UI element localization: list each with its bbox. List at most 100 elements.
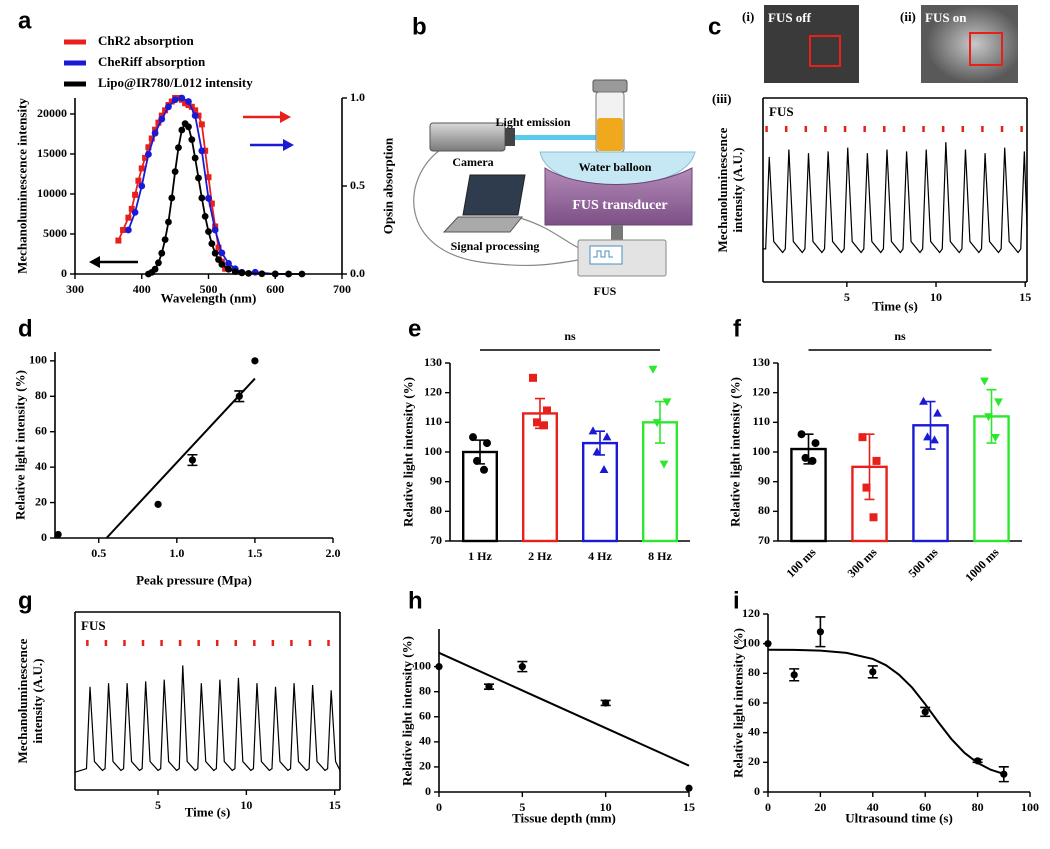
y-axis-title: Relative light intensity (%) — [730, 628, 746, 778]
camera-lens — [505, 128, 515, 146]
y-tick-label: 100 — [29, 353, 47, 367]
marker — [155, 259, 162, 267]
y-tick-label: 20 — [748, 754, 760, 768]
x-tick-label: 1.5 — [247, 546, 262, 560]
marker — [171, 168, 179, 176]
marker — [235, 392, 243, 400]
y-tick-label: 80 — [758, 503, 770, 517]
marker — [285, 270, 292, 278]
image-caption: FUS off — [768, 10, 812, 25]
marker — [185, 123, 192, 131]
marker — [540, 421, 548, 430]
y-tick-label: 15000 — [37, 146, 67, 160]
marker — [869, 668, 877, 676]
marker — [198, 121, 205, 128]
x-tick-label: 300 ms — [844, 545, 879, 580]
marker — [991, 433, 1000, 442]
marker — [142, 154, 149, 161]
laptop-screen — [462, 174, 526, 216]
x-axis-title: Peak pressure (Mpa) — [136, 572, 252, 588]
x-tick-label: 5 — [519, 800, 525, 814]
x-tick-label: 10 — [600, 800, 612, 814]
significance-label: ns — [564, 329, 576, 343]
x-tick-label: 20 — [814, 800, 826, 814]
error-bar — [925, 400, 936, 450]
marker — [816, 628, 825, 636]
image-off — [764, 5, 859, 83]
y-tick-label: 120 — [424, 384, 442, 398]
marker — [271, 270, 279, 278]
marker — [195, 174, 202, 182]
marker — [182, 100, 189, 107]
fit-line — [105, 377, 256, 539]
arrow-head — [89, 256, 100, 268]
marker — [158, 249, 166, 257]
arrow-head — [283, 139, 294, 151]
legend-label: CheRiff absorption — [98, 54, 206, 69]
y-axis-title: Relative light intensity (%) — [727, 377, 743, 527]
y-tick-label: 0 — [754, 784, 760, 798]
marker — [208, 200, 215, 207]
vial-cap — [592, 79, 628, 93]
x-tick-label: 1 Hz — [468, 549, 492, 563]
x-tick-label: 700 — [333, 282, 351, 296]
marker — [602, 432, 612, 441]
x-tick-label: 1.0 — [169, 546, 184, 560]
marker — [208, 240, 216, 248]
panel-letter: (iii) — [712, 91, 732, 106]
fit-line — [767, 648, 1005, 775]
y-tick-label: 100 — [742, 635, 760, 649]
marker — [188, 136, 196, 144]
x-axis-title: Time (s) — [872, 298, 918, 314]
y-tick-label: 40 — [419, 734, 431, 748]
marker — [994, 398, 1003, 407]
panel-letter: h — [408, 587, 423, 614]
marker — [251, 268, 259, 276]
marker — [1000, 770, 1008, 778]
marker — [211, 226, 219, 234]
fit-line — [438, 651, 690, 767]
marker — [145, 144, 152, 151]
x-tick-label: 0 — [765, 800, 771, 814]
marker — [659, 460, 669, 469]
marker — [175, 144, 182, 152]
bar — [462, 450, 499, 543]
y-tick-label: 80 — [748, 665, 760, 679]
x-tick-label: 0.5 — [91, 546, 106, 560]
diagram-label: FUS — [594, 284, 617, 298]
roi-box — [809, 35, 841, 67]
marker — [158, 112, 165, 119]
y-axis-title: Relative light intensity (%) — [399, 635, 415, 786]
marker — [151, 265, 159, 273]
marker — [811, 439, 820, 448]
y-tick-label: 90 — [430, 473, 442, 487]
marker — [131, 209, 139, 216]
marker — [930, 435, 939, 444]
vial-liquid — [597, 118, 623, 151]
marker — [191, 154, 199, 162]
panel-letter: b — [412, 13, 427, 40]
y-tick-label: 130 — [752, 355, 770, 369]
marker — [980, 377, 989, 386]
y2-tick-label: 1.0 — [350, 90, 365, 104]
marker — [218, 249, 226, 257]
fus-wave — [593, 250, 613, 258]
y-tick-label: 100 — [424, 444, 442, 458]
x-tick-label: 60 — [919, 800, 931, 814]
marker — [151, 129, 159, 137]
marker — [198, 194, 206, 202]
marker — [168, 98, 175, 105]
x-tick-label: 4 Hz — [588, 549, 612, 563]
marker — [984, 413, 993, 422]
pulse-label: FUS — [81, 618, 106, 633]
marker — [933, 408, 942, 417]
marker — [215, 244, 222, 251]
x-tick-label: 500 — [200, 282, 218, 296]
diagram-label: Signal processing — [451, 239, 540, 253]
marker — [602, 699, 610, 707]
fus-screen — [589, 245, 623, 265]
x-tick-label: 5 — [155, 798, 161, 812]
light-beam — [515, 135, 600, 140]
marker — [225, 265, 232, 273]
y-tick-label: 80 — [419, 683, 431, 697]
